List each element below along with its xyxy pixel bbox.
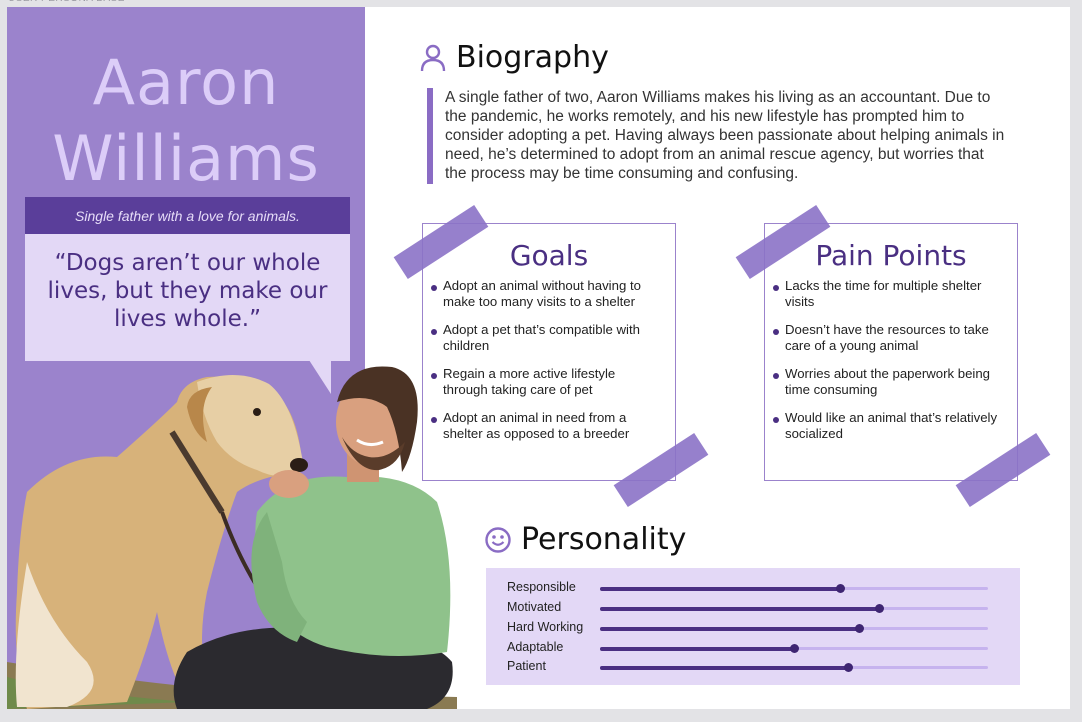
trait-label: Motivated [507, 600, 562, 614]
trait-slider-knob [855, 624, 865, 633]
persona-canvas: Aaron Williams Single father with a love… [7, 7, 1070, 709]
trait-slider-fill [600, 665, 849, 670]
list-item: Adopt an animal in need from a shelter a… [431, 410, 659, 442]
persona-tagline: Single father with a love for animals. [25, 197, 350, 234]
goals-list: Adopt an animal without having to make t… [423, 278, 675, 442]
biography-title: Biography [456, 40, 609, 75]
list-item: Worries about the paperwork being time c… [773, 366, 1001, 398]
personality-trait: Adaptable [486, 638, 1020, 658]
pain-points-title: Pain Points [815, 239, 967, 272]
first-name: Aaron [92, 46, 280, 119]
biography-accent-bar [427, 88, 433, 184]
biography-text: A single father of two, Aaron Williams m… [445, 89, 1005, 182]
trait-slider-knob [874, 604, 884, 613]
trait-slider-knob [836, 584, 846, 593]
personality-trait: Hard Working [486, 618, 1020, 638]
personality-traits-panel: Responsible Motivated Hard Working Adaptabl… [486, 568, 1020, 685]
trait-slider-fill [600, 646, 794, 651]
pain-points-card: Pain Points Lacks the time for multiple … [764, 223, 1018, 481]
trait-slider-knob [843, 663, 853, 672]
smiley-icon [485, 526, 511, 553]
personality-trait: Motivated [486, 598, 1020, 618]
personality-trait: Patient [486, 657, 1020, 677]
list-item: Regain a more active lifestyle through t… [431, 366, 659, 398]
personality-trait: Responsible [486, 578, 1020, 598]
user-icon [420, 44, 446, 71]
last-name: Williams [52, 122, 320, 195]
list-item: Lacks the time for multiple shelter visi… [773, 278, 1001, 310]
persona-sidebar: Aaron Williams Single father with a love… [7, 7, 457, 709]
biography-header: Biography [420, 40, 609, 75]
trait-slider-fill [600, 586, 841, 591]
personality-header: Personality [485, 522, 686, 557]
trait-label: Hard Working [507, 620, 584, 634]
trait-slider-fill [600, 606, 880, 611]
trait-slider-track [600, 604, 988, 613]
list-item: Adopt a pet that’s compatible with child… [431, 322, 659, 354]
trait-label: Patient [507, 659, 546, 673]
trait-slider-track [600, 584, 988, 593]
list-item: Adopt an animal without having to make t… [431, 278, 659, 310]
goals-card: Goals Adopt an animal without having to … [422, 223, 676, 481]
quote-bubble-tail [309, 360, 331, 394]
goals-title: Goals [509, 239, 589, 272]
personality-title: Personality [521, 522, 687, 557]
trait-slider-fill [600, 626, 860, 631]
persona-name: Aaron Williams [7, 45, 365, 197]
trait-slider-knob [789, 644, 799, 653]
trait-label: Adaptable [507, 640, 564, 654]
trait-label: Responsible [507, 580, 576, 594]
persona-quote: “Dogs aren’t our whole lives, but they m… [25, 234, 350, 361]
man-with-dog-photo [7, 366, 457, 709]
trait-slider-track [600, 624, 988, 633]
list-item: Doesn’t have the resources to take care … [773, 322, 1001, 354]
pain-points-list: Lacks the time for multiple shelter visi… [765, 278, 1017, 442]
frame-label: USER PERSONA BASE [8, 0, 125, 4]
list-item: Would like an animal that’s relatively s… [773, 410, 1001, 442]
trait-slider-track [600, 663, 988, 672]
trait-slider-track [600, 644, 988, 653]
